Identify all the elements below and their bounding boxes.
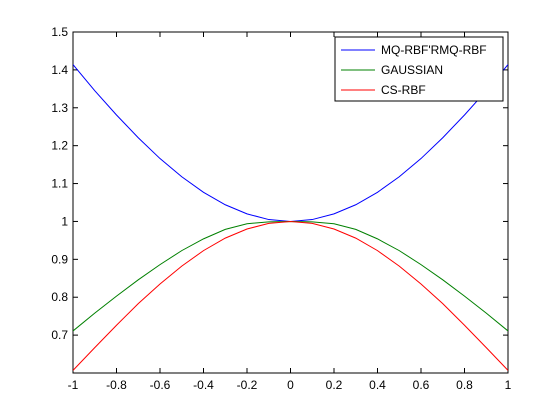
legend-label: MQ-RBF'RMQ-RBF bbox=[381, 43, 487, 57]
y-tick-label: 0.8 bbox=[51, 290, 68, 304]
y-tick-label: 1.4 bbox=[51, 63, 68, 77]
series-line-3 bbox=[73, 220, 508, 371]
x-tick-label: 0.6 bbox=[413, 378, 430, 392]
legend-label: GAUSSIAN bbox=[381, 63, 443, 77]
x-tick-label: -0.6 bbox=[150, 378, 171, 392]
y-axis: 0.7 0.8 0.9 1 1.1 1.2 1.3 1.4 1.5 bbox=[51, 25, 508, 342]
x-tick-label: -0.2 bbox=[237, 378, 258, 392]
x-axis: -1 -0.8 -0.6 -0.4 -0.2 0 0.2 0.4 0.6 0.8 1 bbox=[68, 32, 512, 392]
legend: MQ-RBF'RMQ-RBF GAUSSIAN CS-RBF bbox=[334, 36, 504, 102]
y-tick-label: 0.7 bbox=[51, 328, 68, 342]
x-tick-label: 0.4 bbox=[369, 378, 386, 392]
series-lines bbox=[73, 64, 508, 371]
x-tick-label: -1 bbox=[68, 378, 79, 392]
x-tick-label: 0.8 bbox=[456, 378, 473, 392]
legend-label: CS-RBF bbox=[381, 83, 426, 97]
y-tick-label: 1.1 bbox=[51, 177, 68, 191]
y-tick-label: 1.5 bbox=[51, 25, 68, 39]
x-tick-label: 0 bbox=[287, 378, 294, 392]
x-tick-label: -0.4 bbox=[193, 378, 214, 392]
y-tick-label: 1.2 bbox=[51, 139, 68, 153]
y-tick-label: 0.9 bbox=[51, 252, 68, 266]
x-tick-label: 1 bbox=[505, 378, 512, 392]
x-tick-label: 0.2 bbox=[326, 378, 343, 392]
x-tick-label: -0.8 bbox=[106, 378, 127, 392]
y-tick-label: 1 bbox=[61, 214, 68, 228]
y-tick-label: 1.3 bbox=[51, 101, 68, 115]
